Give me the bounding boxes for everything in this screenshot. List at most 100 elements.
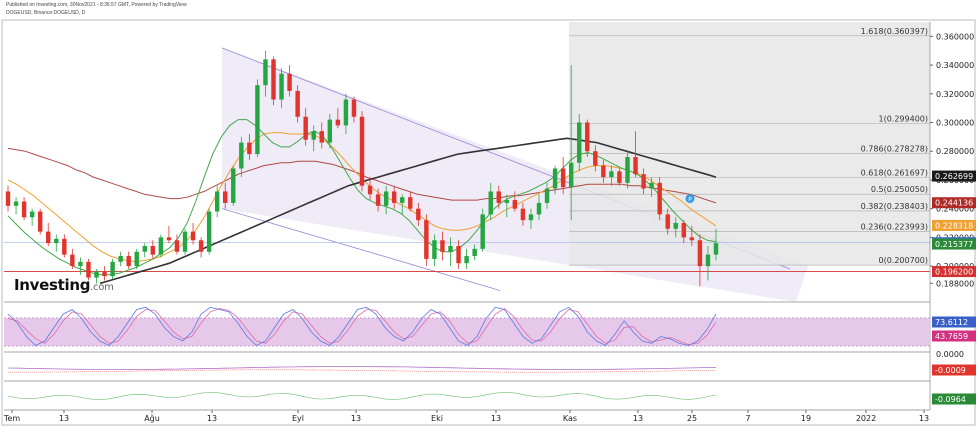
x-tick-label-10: 25 bbox=[687, 414, 697, 423]
candle-body bbox=[271, 59, 276, 100]
x-tick-label-4: Eyl bbox=[292, 414, 304, 423]
candle-body bbox=[142, 246, 147, 252]
ma-fast-line bbox=[7, 119, 717, 276]
candle-body bbox=[649, 182, 654, 189]
candle-body bbox=[705, 254, 711, 267]
candle-body bbox=[609, 171, 614, 178]
symbol-label: DOGEUSD, Binance:DOGEUSD, D bbox=[6, 10, 86, 16]
investing-logo: Investing.com bbox=[14, 276, 114, 294]
stoch-d-tag-bg bbox=[932, 330, 976, 342]
fib-label-7: 0(0.200700) bbox=[878, 256, 928, 265]
candle-body bbox=[689, 237, 695, 241]
stoch-d-tag: 43.7659 bbox=[935, 332, 968, 341]
price-tag-2-bg bbox=[932, 219, 976, 231]
candle-body bbox=[70, 254, 75, 267]
candle-body bbox=[166, 237, 172, 241]
candle-body bbox=[94, 271, 99, 278]
candle-body bbox=[448, 246, 453, 252]
osc-tag: -0.0964 bbox=[935, 395, 966, 404]
fib-retracement-box bbox=[569, 22, 930, 266]
pivot-marker bbox=[685, 194, 695, 204]
candle-body bbox=[62, 238, 67, 255]
candle-body bbox=[528, 214, 534, 221]
candle-body bbox=[37, 211, 43, 232]
candle-body bbox=[544, 188, 550, 203]
x-tick-label-1: 13 bbox=[59, 414, 69, 423]
candle-body bbox=[46, 231, 51, 244]
fib-label-2: 0.786(0.278278) bbox=[861, 145, 928, 154]
price-tag-4: 0.215377 bbox=[935, 240, 973, 249]
candle-body bbox=[118, 256, 123, 262]
candle-body bbox=[416, 208, 421, 221]
y-tick-label-4: 0.280000 bbox=[936, 147, 974, 156]
x-tick-label-6: Eki bbox=[431, 414, 443, 423]
candle-body bbox=[311, 131, 316, 140]
fib-label-4: 0.5(0.250050) bbox=[871, 185, 928, 194]
candle-body bbox=[391, 191, 397, 203]
candle-body bbox=[134, 251, 139, 267]
x-tick-label-11: 7 bbox=[745, 414, 750, 423]
candle-body bbox=[665, 214, 670, 229]
y-tick-label-2: 0.320000 bbox=[936, 90, 974, 99]
price-tag-5: 0.196200 bbox=[935, 268, 973, 277]
candle-body bbox=[601, 165, 606, 178]
candle-body bbox=[496, 191, 501, 203]
candle-body bbox=[174, 240, 180, 252]
candle-body bbox=[560, 168, 566, 188]
candle-body bbox=[424, 220, 429, 259]
candle-body bbox=[464, 256, 469, 264]
candle-body bbox=[255, 85, 260, 155]
candle-body bbox=[190, 231, 196, 241]
candle-body bbox=[440, 240, 445, 252]
price-tag-2: 0.228318 bbox=[935, 221, 973, 230]
candle-body bbox=[512, 200, 518, 209]
x-tick-label-8: Kas bbox=[563, 414, 577, 423]
price-tag-1-bg bbox=[932, 197, 976, 209]
price-tag-5-bg bbox=[932, 266, 976, 278]
candle-body bbox=[585, 122, 590, 152]
candles-layer bbox=[5, 50, 719, 287]
price-tag-0-bg bbox=[932, 170, 976, 182]
candle-body bbox=[29, 211, 35, 218]
candle-body bbox=[247, 142, 252, 155]
stoch-k-tag: 73.6112 bbox=[935, 318, 968, 327]
candle-body bbox=[239, 142, 244, 169]
candle-body bbox=[5, 191, 11, 206]
candle-body bbox=[13, 201, 19, 206]
candle-body bbox=[327, 119, 333, 143]
stoch-rsi-band bbox=[4, 318, 930, 346]
price-tag-4-bg bbox=[932, 238, 976, 250]
x-tick-label-13: 2022 bbox=[856, 414, 876, 423]
candle-body bbox=[126, 256, 131, 267]
stoch-axis-label: 0.0000 bbox=[936, 350, 964, 359]
candle-body bbox=[536, 202, 542, 215]
candle-body bbox=[504, 200, 510, 203]
candle-body bbox=[110, 261, 115, 277]
candle-body bbox=[198, 240, 204, 252]
candle-body bbox=[480, 214, 485, 249]
y-tick-label-9: 0.188000 bbox=[936, 279, 974, 288]
candle-body bbox=[697, 240, 703, 267]
candle-body bbox=[617, 171, 622, 183]
x-tick-label-7: 13 bbox=[491, 414, 501, 423]
candle-body bbox=[54, 238, 59, 244]
candle-body bbox=[287, 73, 292, 91]
fib-label-1: 1(0.299400) bbox=[878, 114, 928, 123]
candle-body bbox=[351, 99, 357, 117]
channel-lower-line bbox=[221, 208, 501, 291]
candle-body bbox=[400, 197, 405, 203]
candle-body bbox=[335, 119, 341, 126]
x-tick-label-12: 19 bbox=[801, 414, 811, 423]
price-tag-0: 0.262699 bbox=[935, 172, 973, 181]
macd-tag-bg bbox=[932, 364, 976, 376]
candle-body bbox=[102, 271, 107, 277]
stoch-d-line bbox=[7, 308, 717, 346]
fib-label-0: 1.618(0.360397) bbox=[861, 27, 928, 36]
y-tick-label-3: 0.300000 bbox=[936, 119, 974, 128]
macd-line bbox=[7, 366, 717, 370]
oscillator-line bbox=[7, 392, 717, 400]
osc-tag-bg bbox=[932, 393, 976, 405]
candle-body bbox=[375, 194, 381, 206]
